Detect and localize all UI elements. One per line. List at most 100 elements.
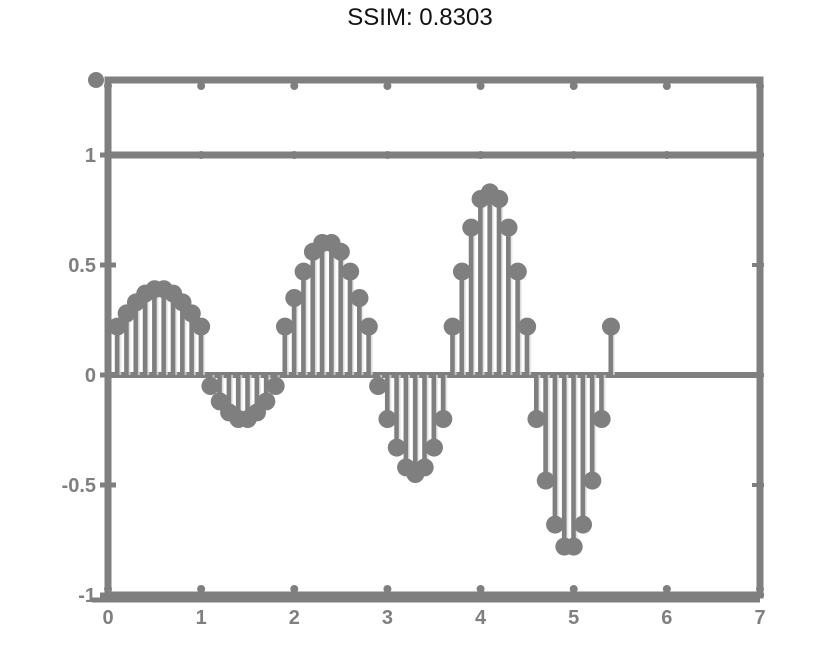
stem-marker	[518, 317, 537, 336]
stem-marker	[601, 317, 620, 336]
stem	[574, 375, 593, 534]
stem	[285, 289, 304, 375]
stem	[462, 218, 481, 375]
stem-marker	[285, 289, 304, 307]
stem-marker	[192, 317, 211, 336]
stem	[583, 375, 602, 490]
x-tick-label: 4	[475, 607, 487, 629]
stem-marker	[564, 537, 583, 556]
stem-marker	[201, 377, 220, 395]
x-tick-label: 1	[196, 607, 207, 629]
x-tick-label: 3	[382, 607, 393, 629]
stem-marker	[108, 317, 127, 336]
stem-marker	[499, 218, 518, 237]
axes-frame	[88, 72, 764, 603]
x-tick-bottom	[662, 585, 671, 593]
stem	[499, 218, 518, 375]
stem-marker	[490, 190, 509, 208]
x-tick-label: 5	[568, 607, 579, 629]
stem	[257, 375, 276, 411]
stem	[201, 375, 220, 395]
x-tick-top	[569, 82, 578, 90]
x-tick-top	[662, 82, 671, 90]
stem	[350, 289, 369, 375]
axes-box	[104, 76, 764, 599]
chart-title: SSIM: 0.8303	[347, 4, 493, 31]
y-tick-label: 0.5	[68, 255, 96, 277]
stem	[378, 375, 397, 428]
stem-series	[108, 183, 620, 556]
x-tick-label: 7	[754, 607, 765, 629]
stem-marker	[341, 262, 360, 281]
stem	[192, 317, 211, 375]
x-tick-bottom	[383, 585, 392, 593]
stem-marker	[369, 377, 388, 395]
stem	[117, 304, 136, 375]
stem-marker	[434, 410, 453, 428]
stem	[601, 317, 620, 375]
axis-corner-marker	[88, 72, 104, 88]
stem	[546, 375, 565, 534]
x-tick-mid	[662, 151, 671, 159]
stem-marker	[425, 438, 443, 457]
x-tick-mid	[197, 151, 206, 159]
stem-marker	[331, 242, 350, 261]
stem	[452, 262, 471, 375]
stem-marker	[387, 438, 406, 457]
stem	[564, 375, 583, 556]
x-tick-mid	[383, 151, 392, 159]
stem	[443, 317, 462, 375]
stem	[341, 262, 360, 375]
x-tick-mid	[290, 151, 299, 159]
stem-marker	[508, 262, 527, 281]
x-tick-label: 2	[289, 607, 300, 629]
stem	[387, 375, 406, 457]
x-tick-bottom	[476, 585, 485, 593]
stem	[369, 375, 388, 395]
stem-marker	[415, 458, 434, 477]
stem-marker	[378, 410, 397, 428]
x-tick-top	[476, 82, 485, 90]
stem	[425, 375, 443, 457]
stem-marker	[452, 262, 471, 281]
y-tick-label: 1	[85, 145, 96, 167]
x-tick-top	[104, 82, 112, 90]
x-tick-bottom	[756, 585, 764, 593]
stem	[359, 317, 378, 375]
y-tick-label: 0	[85, 365, 96, 387]
x-tick-mid	[569, 151, 578, 159]
stem-marker	[536, 471, 555, 490]
stem-marker	[546, 515, 565, 534]
stem-marker	[182, 304, 201, 323]
x-tick-bottom	[104, 585, 112, 593]
stem-marker	[574, 515, 593, 534]
x-tick-top	[290, 82, 299, 90]
axis-ticks: 0 1 2 3 4 5 6 7 -1 -0.5 0 0.5 1	[62, 82, 766, 629]
stem-marker	[592, 410, 611, 428]
y-tick-label: -0.5	[62, 475, 96, 497]
x-tick-bottom	[569, 585, 578, 593]
y-tick-label: -1	[78, 585, 96, 607]
x-tick-mid	[476, 151, 485, 159]
stem-marker	[350, 289, 369, 307]
stem-marker	[294, 262, 313, 281]
stem	[527, 375, 546, 428]
stem-marker	[257, 392, 276, 411]
stem	[108, 317, 127, 375]
stem-marker	[462, 218, 481, 237]
stem	[518, 317, 537, 375]
x-tick-label: 0	[102, 607, 113, 629]
x-tick-top	[197, 82, 206, 90]
x-tick-top	[383, 82, 392, 90]
x-tick-bottom	[197, 585, 206, 593]
x-tick-bottom	[290, 585, 299, 593]
x-tick-label: 6	[661, 607, 672, 629]
stem	[508, 262, 527, 375]
stem-marker	[359, 317, 378, 336]
x-tick-top	[756, 82, 764, 90]
stem	[434, 375, 453, 428]
stem	[275, 317, 294, 375]
stem-marker	[443, 317, 462, 336]
stem	[592, 375, 611, 428]
